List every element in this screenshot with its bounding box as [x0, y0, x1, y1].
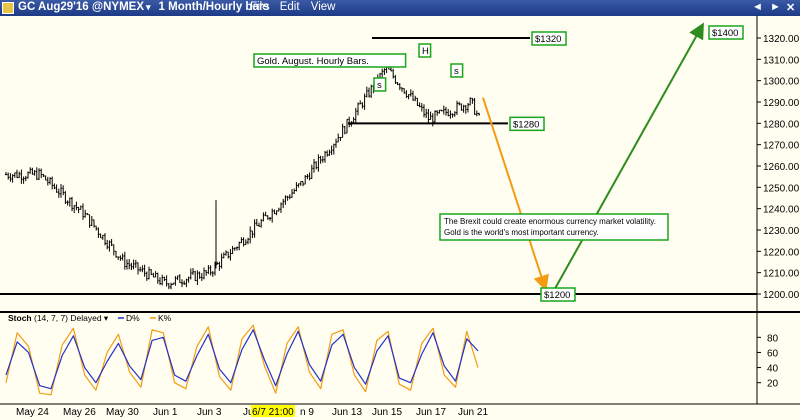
- price-tick-label: 1240.00: [763, 205, 800, 216]
- close-icon[interactable]: ✕: [786, 2, 796, 14]
- time-tick-label: Jun 15: [372, 407, 402, 418]
- level-label-1280: $1280: [509, 116, 545, 132]
- brexit-note-line: Gold is the world's most important curre…: [444, 228, 599, 237]
- title-annotation-box: Gold. August. Hourly Bars.: [253, 53, 407, 68]
- brexit-note-box: The Brexit could create enormous currenc…: [439, 213, 669, 241]
- time-tick-label: n 9: [300, 407, 314, 418]
- title-annotation-box-text: Gold. August. Hourly Bars.: [257, 56, 369, 67]
- app-logo-icon: [2, 2, 14, 14]
- level-label-1280-text: $1280: [513, 119, 539, 130]
- time-tick-label: May 26: [63, 407, 96, 418]
- price-tick-label: 1300.00: [763, 77, 800, 88]
- level-label-1320: $1320: [531, 31, 567, 46]
- stoch-header: Stoch (14, 7, 7) Delayed ▾: [8, 313, 109, 323]
- price-tick-label: 1290.00: [763, 98, 800, 109]
- left-shoulder-label: s: [373, 77, 387, 92]
- price-tick-label: 1260.00: [763, 162, 800, 173]
- left-shoulder-label-frame: [373, 77, 387, 92]
- left-shoulder-label-text: s: [377, 80, 382, 91]
- cursor-time-highlight: [251, 405, 295, 417]
- levels: [0, 37, 757, 295]
- level-label-1200-text: $1200: [544, 290, 570, 301]
- legend-label-D: D%: [126, 313, 140, 323]
- stoch-series-D: [5, 329, 479, 390]
- next-arrow-icon[interactable]: ►: [770, 1, 781, 13]
- projection-arrows: [482, 22, 704, 295]
- time-tick-label: Jun 21: [458, 407, 488, 418]
- time-tick-label: May 24: [16, 407, 49, 418]
- symbol-title[interactable]: GC Aug29'16 @NYMEX ▾ 1 Month/Hourly bars: [18, 1, 270, 13]
- price-tick-label: 1270.00: [763, 141, 800, 152]
- head-label: H: [418, 43, 432, 58]
- menu-file[interactable]: File: [250, 1, 269, 13]
- level-label-1320-text: $1320: [535, 34, 561, 45]
- price-axis: 1200.00 1210.00 1220.00 1230.00 1240.00 1250.…: [756, 16, 800, 312]
- cursor-time-label: 6/7 21:00: [252, 407, 294, 418]
- stoch-tick-label: 40: [767, 364, 779, 375]
- price-tick-label: 1280.00: [763, 119, 800, 130]
- level-label-1200: $1200: [540, 287, 576, 302]
- menu-edit[interactable]: Edit: [279, 1, 300, 13]
- stoch-indicator-label: Stoch: [8, 313, 34, 323]
- annotation-boxes: Gold. August. Hourly Bars. s Hs $1320 $1280 $…: [253, 25, 744, 302]
- level-label-1400: $1400: [708, 25, 744, 40]
- price-tick-label: 1220.00: [763, 247, 800, 258]
- stoch-tick-label: 80: [767, 333, 779, 344]
- price-tick-label: 1230.00: [763, 226, 800, 237]
- time-tick-label: Jun 1: [153, 407, 178, 418]
- price-tick-label: 1250.00: [763, 183, 800, 194]
- level-label-1280-frame: [509, 116, 545, 132]
- time-tick-label: Ju: [243, 407, 254, 418]
- price-tick-label: 1210.00: [763, 269, 800, 280]
- level-label-1200-frame: [540, 287, 576, 302]
- brexit-note-frame: [439, 213, 669, 241]
- legend-label-K: K%: [158, 313, 172, 323]
- bearish-projection-arrow: [482, 97, 549, 292]
- timeframe-label[interactable]: 1 Month/Hourly bars: [158, 1, 270, 13]
- title-bar[interactable]: GC Aug29'16 @NYMEX ▾ 1 Month/Hourly bars F…: [0, 0, 800, 16]
- head-label-frame: [418, 43, 432, 58]
- level-label-1400-frame: [708, 25, 744, 40]
- time-tick-label: Jun 13: [332, 407, 362, 418]
- title-annotation-box-frame: [253, 53, 407, 68]
- right-shoulder-label: s: [450, 63, 464, 78]
- stoch-tick-label: 20: [767, 379, 779, 390]
- symbol-dropdown-icon[interactable]: ▾: [146, 2, 151, 12]
- time-tick-label: Jun 17: [416, 407, 446, 418]
- brexit-note-line: The Brexit could create enormous currenc…: [444, 217, 656, 226]
- time-tick-label: May 30: [106, 407, 139, 418]
- chart-background: [0, 16, 800, 420]
- prev-arrow-icon[interactable]: ◄: [752, 1, 763, 13]
- time-tick-label: Jun 3: [197, 407, 222, 418]
- level-label-1400-text: $1400: [712, 28, 738, 39]
- right-shoulder-label-frame: [450, 63, 464, 78]
- stoch-params: (14, 7, 7) Delayed ▾: [34, 313, 109, 323]
- time-axis: May 24 May 26 May 30 Jun 1 Jun 3 Ju6/7 21:00 n…: [0, 403, 800, 418]
- price-tick-label: 1200.00: [763, 290, 800, 301]
- head-label-text: H: [422, 46, 429, 57]
- level-label-1320-frame: [531, 31, 567, 46]
- price-bars: [5, 61, 480, 290]
- right-shoulder-label-text: s: [454, 66, 459, 77]
- menu-view[interactable]: View: [310, 1, 336, 13]
- symbol-label[interactable]: GC Aug29'16 @NYMEX: [18, 1, 144, 13]
- stoch-series-K: [5, 324, 479, 396]
- stoch-tick-label: 60: [767, 348, 779, 359]
- stochastic-panel: Stoch (14, 7, 7) Delayed ▾ D% K% 20 40 60 80: [0, 311, 800, 404]
- chart-area: 1200.00 1210.00 1220.00 1230.00 1240.00 1250.…: [0, 16, 800, 420]
- bullish-projection-arrow: [551, 22, 704, 295]
- price-tick-label: 1310.00: [763, 55, 800, 66]
- menu-bar: File Edit View: [250, 1, 343, 13]
- price-tick-label: 1320.00: [763, 34, 800, 45]
